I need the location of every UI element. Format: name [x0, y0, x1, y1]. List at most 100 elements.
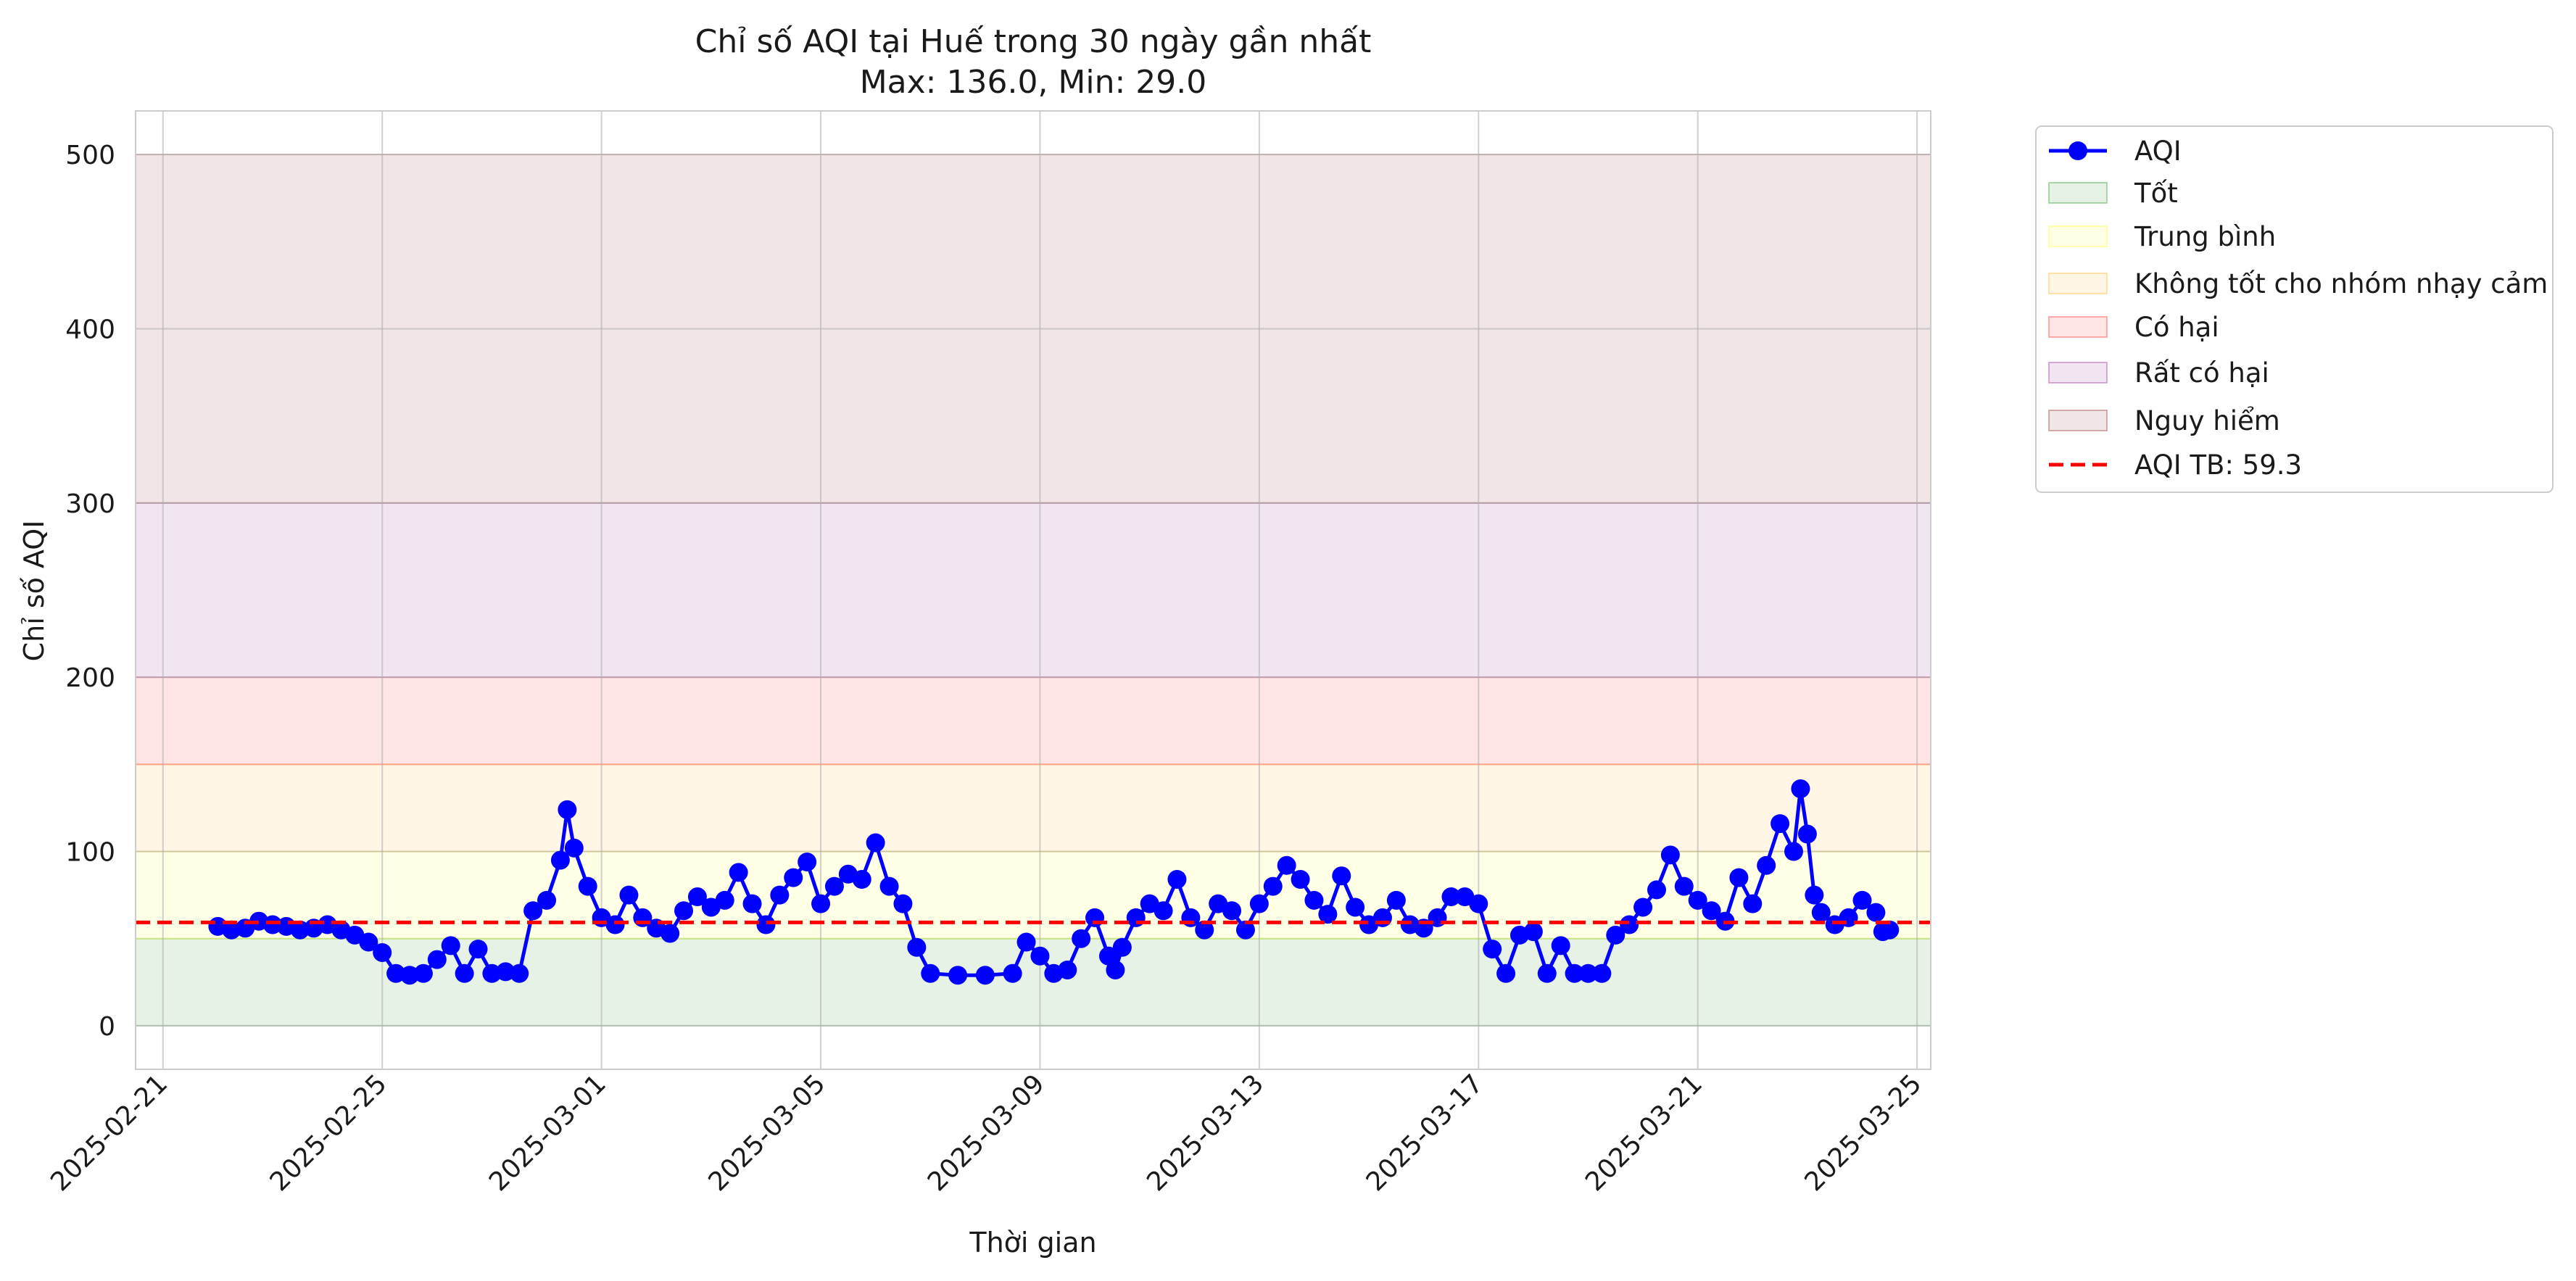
data-point-18: [455, 963, 474, 983]
data-point-34: [660, 924, 680, 943]
data-point-15: [413, 963, 433, 983]
data-point-20: [482, 963, 502, 983]
data-point-112: [1757, 855, 1776, 875]
data-point-120: [1839, 908, 1858, 927]
data-point-100: [1592, 963, 1612, 983]
legend-item-4: Có hại: [2048, 312, 2219, 343]
y-tick-label-5: 500: [65, 141, 115, 170]
data-point-24: [537, 890, 557, 910]
data-point-53: [921, 963, 940, 983]
data-point-16: [427, 950, 447, 969]
data-point-41: [756, 915, 776, 934]
data-point-113: [1771, 814, 1790, 834]
data-point-85: [1386, 890, 1406, 910]
data-point-121: [1852, 890, 1872, 910]
data-point-49: [866, 833, 885, 853]
data-point-79: [1304, 890, 1324, 910]
data-point-56: [1003, 963, 1022, 983]
y-axis-label: Chỉ số AQI: [18, 521, 50, 662]
data-point-60: [1058, 960, 1077, 979]
data-point-110: [1729, 868, 1749, 887]
data-point-103: [1633, 897, 1653, 917]
data-point-77: [1277, 855, 1296, 875]
data-point-46: [824, 876, 844, 896]
data-point-73: [1222, 901, 1242, 921]
data-point-63: [1098, 946, 1118, 966]
legend-label: AQI TB: 59.3: [2134, 449, 2302, 481]
legend-label: AQI: [2134, 136, 2182, 167]
data-point-122: [1866, 903, 1886, 922]
data-point-28: [578, 876, 597, 896]
data-point-111: [1743, 894, 1763, 913]
data-point-61: [1072, 929, 1091, 948]
data-point-102: [1620, 915, 1639, 934]
legend-label: Nguy hiểm: [2134, 405, 2280, 436]
chart-title: Chỉ số AQI tại Huế trong 30 ngày gần nhấ…: [695, 23, 1372, 60]
data-point-114: [1784, 842, 1803, 861]
data-point-57: [1016, 932, 1036, 952]
legend-patch: [2048, 362, 2108, 384]
data-point-25: [550, 850, 570, 870]
legend-item-7: AQI TB: 59.3: [2049, 449, 2302, 481]
data-point-12: [373, 942, 392, 962]
data-point-106: [1674, 876, 1694, 896]
data-point-1: [222, 920, 241, 940]
data-point-95: [1523, 922, 1543, 942]
band-4: [135, 502, 1931, 679]
data-point-52: [907, 937, 927, 957]
data-point-45: [811, 894, 831, 913]
data-point-98: [1565, 963, 1584, 983]
series-group: [208, 779, 1900, 985]
data-point-107: [1688, 890, 1707, 910]
y-tick-label-3: 300: [65, 489, 115, 519]
data-point-64: [1106, 960, 1125, 979]
data-point-65: [1112, 937, 1132, 957]
data-point-76: [1263, 876, 1283, 896]
data-point-78: [1291, 870, 1310, 890]
legend-item-2: Trung bình: [2048, 221, 2276, 252]
y-tick-label-4: 400: [65, 315, 115, 344]
data-point-96: [1537, 963, 1557, 983]
data-point-82: [1346, 897, 1365, 917]
data-point-50: [879, 876, 899, 896]
data-point-81: [1332, 866, 1351, 886]
data-point-80: [1318, 905, 1338, 924]
legend-marker: [2068, 141, 2087, 160]
data-point-124: [1880, 920, 1900, 940]
legend-item-3: Không tốt cho nhóm nhạy cảm: [2048, 268, 2548, 299]
data-point-93: [1496, 963, 1516, 983]
data-point-84: [1372, 908, 1392, 927]
data-point-88: [1428, 908, 1447, 927]
data-point-11: [359, 932, 378, 952]
data-point-71: [1195, 920, 1214, 940]
legend-item-6: Nguy hiểm: [2048, 405, 2280, 436]
data-point-39: [729, 863, 748, 882]
data-point-23: [523, 901, 543, 921]
y-tick-label-0: 0: [99, 1012, 115, 1042]
aqi-bands: [135, 111, 1931, 1069]
data-point-55: [975, 966, 995, 985]
data-point-44: [798, 852, 817, 871]
data-point-92: [1483, 940, 1502, 959]
legend-patch: [2048, 273, 2108, 294]
data-point-66: [1126, 908, 1146, 927]
data-point-30: [605, 915, 625, 934]
data-point-68: [1154, 901, 1173, 921]
plot-frame: [135, 110, 1931, 1070]
legend-label: Trung bình: [2134, 221, 2276, 252]
legend-label: Không tốt cho nhóm nhạy cảm: [2134, 268, 2548, 299]
y-tick-label-2: 200: [65, 663, 115, 693]
data-point-108: [1702, 901, 1721, 921]
data-point-17: [441, 936, 460, 955]
y-tick-label-1: 100: [65, 838, 115, 868]
legend-item-1: Tốt: [2048, 178, 2178, 209]
chart-subtitle: Max: 136.0, Min: 29.0: [860, 64, 1207, 101]
legend-box: [2035, 125, 2554, 493]
data-point-91: [1469, 894, 1488, 913]
plot-background: [136, 111, 1931, 1069]
data-point-118: [1811, 903, 1831, 922]
y-tick-labels: 0 100 200 300 400 500: [65, 141, 115, 1042]
data-point-69: [1167, 870, 1187, 890]
data-point-51: [893, 894, 913, 913]
data-point-21: [496, 962, 515, 982]
